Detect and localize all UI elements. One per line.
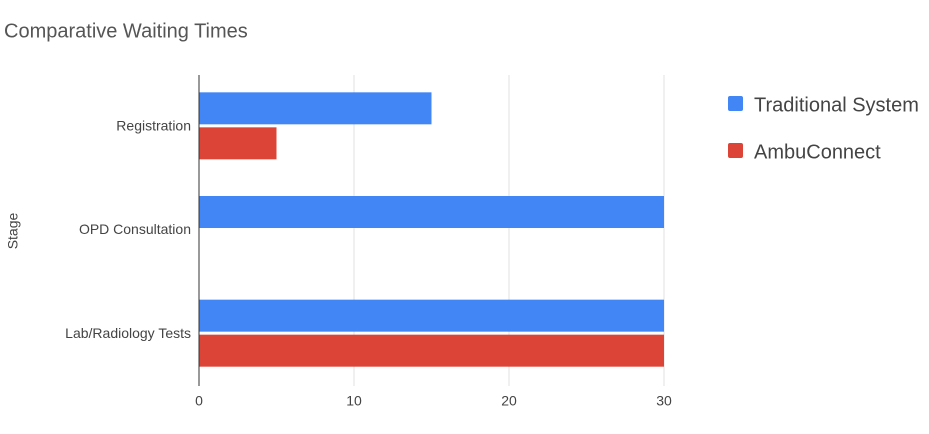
- bar: [199, 92, 432, 125]
- y-tick-label: Registration: [116, 118, 191, 134]
- bar: [199, 299, 664, 332]
- legend-label: AmbuConnect: [754, 141, 881, 163]
- y-tick-label: OPD Consultation: [79, 221, 191, 237]
- chart-title: Comparative Waiting Times: [4, 20, 248, 42]
- legend-label: Traditional System: [754, 94, 919, 116]
- x-tick-label: 20: [501, 393, 517, 409]
- bar: [199, 334, 664, 367]
- x-tick-label: 30: [656, 393, 672, 409]
- legend-swatch: [728, 96, 743, 111]
- bar: [199, 196, 664, 228]
- x-tick-label: 10: [346, 393, 362, 409]
- bar: [199, 127, 277, 160]
- legend-swatch: [728, 143, 743, 158]
- y-axis-label: Stage: [5, 212, 21, 249]
- x-tick-label: 0: [195, 393, 203, 409]
- y-tick-label: Lab/Radiology Tests: [65, 325, 191, 341]
